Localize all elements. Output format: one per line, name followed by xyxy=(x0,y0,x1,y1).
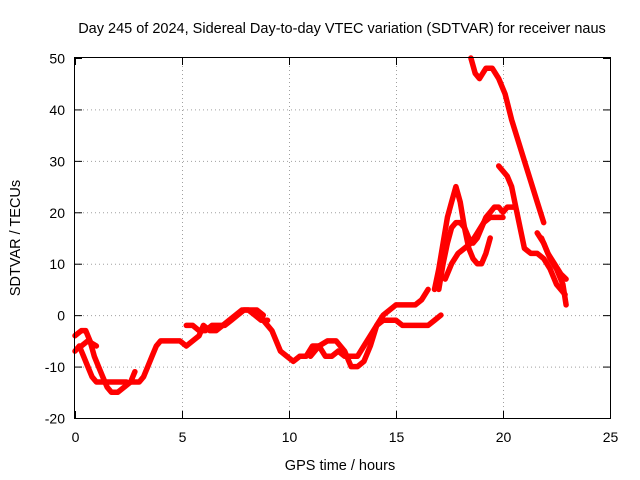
axis-ticks xyxy=(75,58,611,419)
x-tick-label: 5 xyxy=(179,429,187,445)
y-tick-label: 20 xyxy=(49,205,65,221)
y-tick-labels: -20 -10 0 10 20 30 40 50 xyxy=(45,51,65,427)
x-tick-labels: 0 5 10 15 20 25 xyxy=(72,429,619,445)
chart-title: Day 245 of 2024, Sidereal Day-to-day VTE… xyxy=(78,21,606,37)
series-arc-14 xyxy=(538,235,569,282)
series-arc-1 xyxy=(72,343,130,385)
series-arc-2 xyxy=(72,327,138,396)
y-tick-label: -10 xyxy=(45,359,65,375)
x-tick-label: 10 xyxy=(282,429,298,445)
series-arc-7 xyxy=(307,286,431,370)
y-tick-label: 30 xyxy=(49,153,65,169)
series-arc-10 xyxy=(442,214,506,282)
x-axis-label: GPS time / hours xyxy=(285,458,395,474)
data-traces xyxy=(72,55,569,396)
y-tick-label: 40 xyxy=(49,102,65,118)
series-arc-9 xyxy=(431,183,493,293)
y-tick-label: -20 xyxy=(45,411,65,427)
x-tick-label: 0 xyxy=(72,429,80,445)
series-arc-3 xyxy=(78,338,100,349)
y-tick-label: 50 xyxy=(49,51,65,67)
grid-lines xyxy=(75,58,610,418)
y-axis-label: SDTVAR / TECUs xyxy=(8,180,24,296)
x-tick-label: 20 xyxy=(496,429,512,445)
series-arc-11 xyxy=(468,55,547,226)
y-tick-label: 0 xyxy=(57,308,65,324)
series-arc-12 xyxy=(495,163,568,298)
x-tick-label: 15 xyxy=(389,429,405,445)
y-tick-label: 10 xyxy=(49,256,65,272)
series-arc-6 xyxy=(260,312,444,365)
plot-frame xyxy=(74,57,611,419)
x-tick-label: 25 xyxy=(603,429,619,445)
series-arc-5 xyxy=(183,307,267,334)
